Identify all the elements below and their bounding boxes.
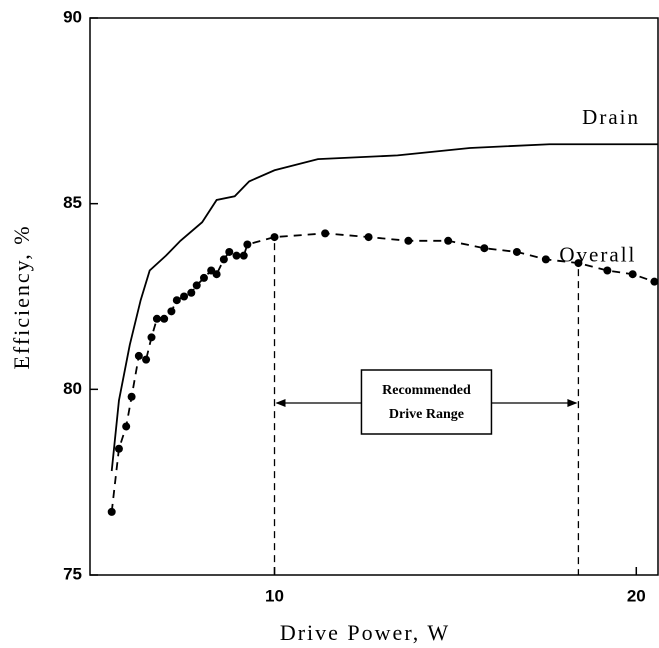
plot-frame (89, 17, 659, 576)
data-point (172, 296, 181, 305)
data-point (321, 229, 330, 238)
annotation-text: Drive Range (389, 407, 464, 422)
data-point (192, 281, 201, 290)
data-point (541, 255, 550, 264)
data-point (187, 288, 196, 297)
data-point (444, 236, 453, 245)
y-tick-label: 90 (63, 7, 82, 26)
y-tick-label: 75 (63, 564, 82, 583)
data-point (243, 240, 252, 249)
data-point (225, 247, 234, 256)
data-point (212, 270, 221, 279)
data-point (160, 314, 169, 323)
data-point (199, 273, 208, 282)
series-line (110, 232, 655, 512)
arrow-head (275, 399, 286, 407)
series-label: Drain (582, 105, 640, 129)
data-point (603, 266, 612, 275)
data-point (512, 247, 521, 256)
data-point (107, 507, 116, 516)
data-point (239, 251, 248, 260)
data-point (152, 314, 161, 323)
data-point (404, 236, 413, 245)
x-axis-label: Drive Power, W (280, 620, 450, 645)
data-point (232, 251, 241, 260)
annotation-text: Recommended (382, 383, 471, 398)
data-point (219, 255, 228, 264)
data-point (628, 270, 637, 279)
data-point (650, 277, 659, 286)
series-label: Overall (559, 242, 636, 266)
x-tick-label: 10 (265, 586, 284, 605)
data-point (134, 351, 143, 360)
data-point (142, 355, 151, 364)
data-point (480, 244, 489, 253)
data-point (270, 233, 279, 242)
y-tick-label: 85 (63, 193, 82, 212)
data-point (364, 233, 373, 242)
data-point (122, 422, 131, 431)
series-line (110, 143, 658, 472)
y-axis-label: Efficiency, % (9, 224, 34, 369)
arrow-head (567, 399, 578, 407)
data-point (147, 333, 156, 342)
y-tick-label: 80 (63, 379, 82, 398)
x-tick-label: 20 (627, 586, 646, 605)
data-point (127, 392, 136, 401)
data-point (574, 259, 583, 268)
data-point (114, 444, 123, 453)
data-point (180, 292, 189, 301)
data-point (167, 307, 176, 316)
annotation-box (360, 369, 493, 435)
